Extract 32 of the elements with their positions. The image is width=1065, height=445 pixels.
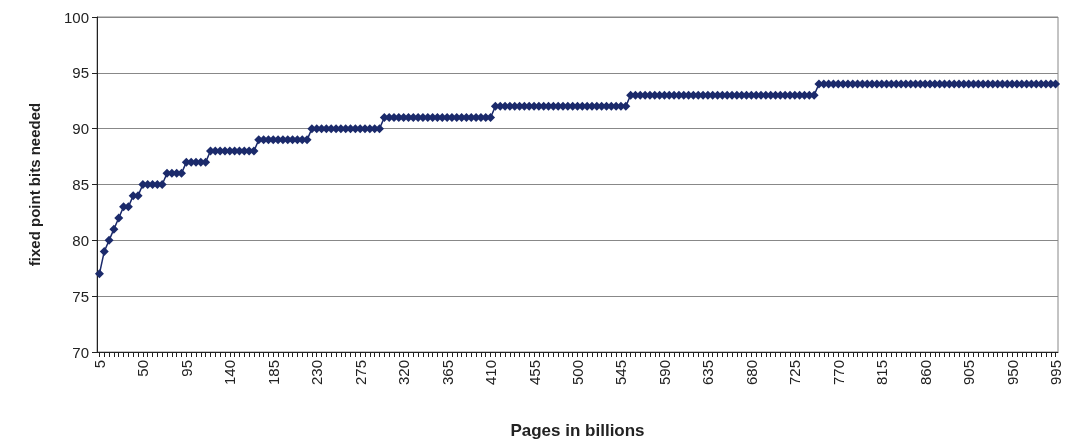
x-tick-label: 500 [569, 360, 586, 386]
x-tick-label: 770 [829, 360, 847, 386]
x-tick-label: 230 [308, 360, 326, 386]
x-tick-label: 185 [264, 360, 282, 386]
x-tick-label: 50 [134, 360, 152, 377]
x-tick-label: 275 [351, 360, 369, 386]
x-tick-label: 365 [438, 360, 456, 386]
x-tick-label: 590 [655, 360, 673, 386]
y-tick-label: 75 [72, 287, 89, 305]
x-tick-label: 410 [482, 360, 500, 386]
x-tick-label: 995 [1047, 360, 1065, 386]
y-tick-label: 70 [72, 343, 89, 361]
y-axis-title: fixed point bits needed [26, 102, 43, 267]
x-tick-label: 680 [742, 360, 760, 386]
x-tick-label: 95 [177, 360, 195, 377]
y-tick-label: 95 [72, 64, 89, 82]
x-tick-label: 455 [525, 360, 543, 386]
x-tick-label: 860 [916, 360, 934, 386]
x-tick-label: 725 [786, 360, 804, 386]
x-axis-title: Pages in billions [510, 421, 645, 440]
x-tick-label: 5 [90, 360, 108, 369]
x-tick-label: 320 [395, 360, 413, 386]
y-tick-label: 85 [72, 176, 89, 193]
x-tick-label: 815 [873, 360, 891, 386]
x-tick-label: 905 [960, 360, 978, 386]
x-tick-label: 635 [699, 360, 717, 386]
x-tick-label: 545 [612, 360, 630, 386]
x-tick-label: 140 [221, 360, 239, 386]
y-tick-label: 100 [63, 8, 89, 26]
y-tick-label: 90 [72, 120, 89, 138]
y-tick-label: 80 [72, 231, 89, 249]
x-tick-label: 950 [1003, 360, 1021, 386]
